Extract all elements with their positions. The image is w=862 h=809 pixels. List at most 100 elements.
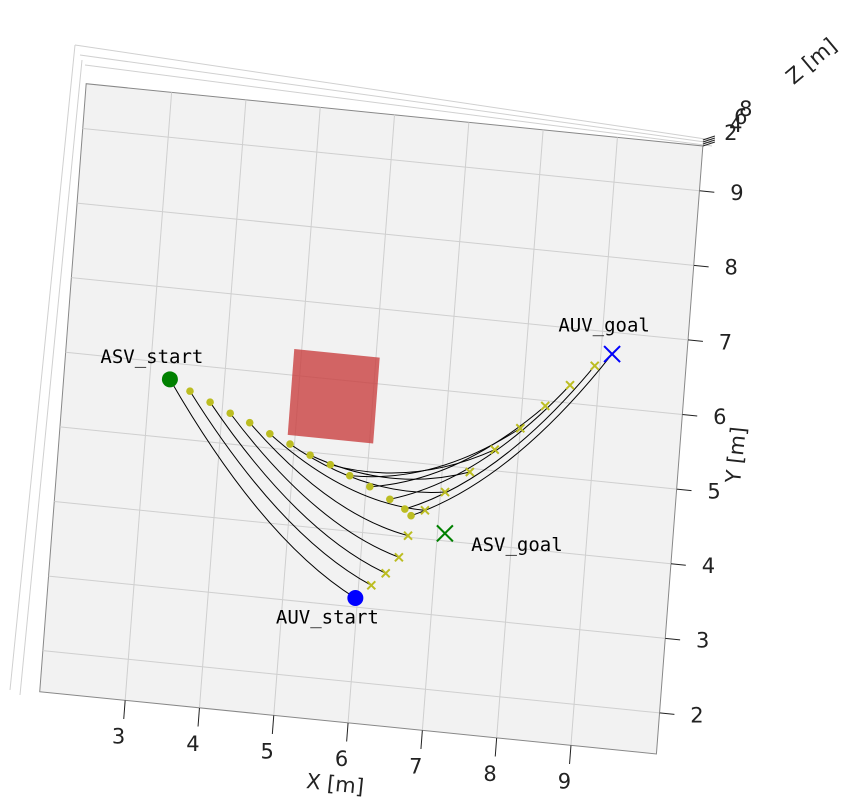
path-point [345,471,354,480]
grid-line [48,575,666,639]
path-point [386,495,394,504]
path-point [226,409,235,418]
path-point [206,398,214,406]
x-tick-mark [420,730,423,750]
path-point [380,568,391,578]
path-point [186,387,194,395]
waypoint [436,524,454,543]
x-tick-label: 5 [261,739,274,763]
path-point [465,467,475,477]
path-point [440,487,450,497]
z-tick-mark [702,139,716,145]
y-tick-mark [670,563,686,566]
tether [209,401,386,574]
path-point [366,580,377,591]
y-tick-label: 4 [702,554,715,578]
path-point [245,418,254,427]
x-tick-mark [123,700,126,720]
tether [249,422,409,537]
y-tick-label: 5 [707,480,720,504]
path-point [394,552,404,563]
y-tick-mark [693,264,709,268]
waypoint [347,590,364,607]
y-tick-label: 6 [713,405,726,429]
y-tick-label: 8 [724,256,737,280]
x-tick-mark [271,715,275,735]
x-tick-label: 8 [483,762,496,786]
y-tick-label: 9 [730,181,743,205]
x-tick-mark [346,722,349,742]
x-tick-mark [494,737,498,757]
path-point [490,445,500,455]
tether [169,379,356,599]
y-tick-mark [699,190,715,193]
waypoint-label: ASV_start [100,346,203,368]
path-point [401,505,409,513]
grid-line [421,122,470,731]
z-tick-mark [702,135,716,141]
grid-line [59,426,677,490]
z-tick-label: 6 [734,105,747,129]
path-point [326,460,335,469]
x-tick-mark [569,745,572,765]
tether [189,390,372,586]
z-tick-mark [702,141,716,147]
x-tick-label: 4 [186,732,199,756]
grid-line [198,99,247,708]
path-point [407,511,415,520]
path-point [306,451,314,459]
y-tick-mark [687,339,703,342]
y-tick-mark [665,637,681,641]
waypoint-label: ASV_goal [471,534,563,556]
wall-edge [84,64,713,147]
tether [404,365,596,510]
path-point [540,401,550,411]
wall-edge [79,54,713,144]
wall-edge [9,44,76,691]
tether [389,384,571,500]
grid-line [71,277,689,341]
path-point [366,482,374,491]
grid-line [54,500,671,565]
z-tick-mark [702,137,716,143]
y-tick-mark [659,712,675,715]
z-axis-label: Z [m] [781,33,841,89]
x-tick-mark [197,707,200,727]
z-tick-label: 8 [739,97,752,121]
back-walls [9,44,713,696]
y-tick-label: 3 [696,629,709,653]
waypoint [603,345,621,363]
x-tick-label: 6 [335,747,348,771]
y-tick-label: 2 [690,703,703,727]
path-point [266,429,274,438]
path-point [590,361,600,371]
y-tick-mark [682,414,698,417]
path-point [420,505,430,516]
wall-edge [74,44,713,141]
tether [369,405,546,488]
waypoint-label: AUV_start [276,607,379,629]
z-tick-label: 2 [724,121,737,145]
y-axis-label: Y [m] [721,426,751,486]
y-tick-mark [676,488,692,492]
grid-line [77,202,694,266]
x-tick-label: 9 [558,769,571,793]
grid-line [42,650,660,714]
path-point [286,440,294,448]
grid-line [496,129,544,738]
waypoint-label: AUV_goal [558,315,650,337]
z-tick-label: 4 [729,113,742,137]
path-point [515,423,526,433]
y-tick-label: 7 [719,330,732,354]
grid-line [124,92,173,701]
x-tick-label: 3 [112,724,125,748]
wall-edge [19,59,83,696]
x-axis-label: X [m] [305,769,365,799]
grid-line [570,137,618,746]
grid-line [82,127,700,192]
tether [410,353,613,517]
tether [229,412,400,558]
x-tick-label: 7 [409,754,422,778]
tether [330,449,495,474]
